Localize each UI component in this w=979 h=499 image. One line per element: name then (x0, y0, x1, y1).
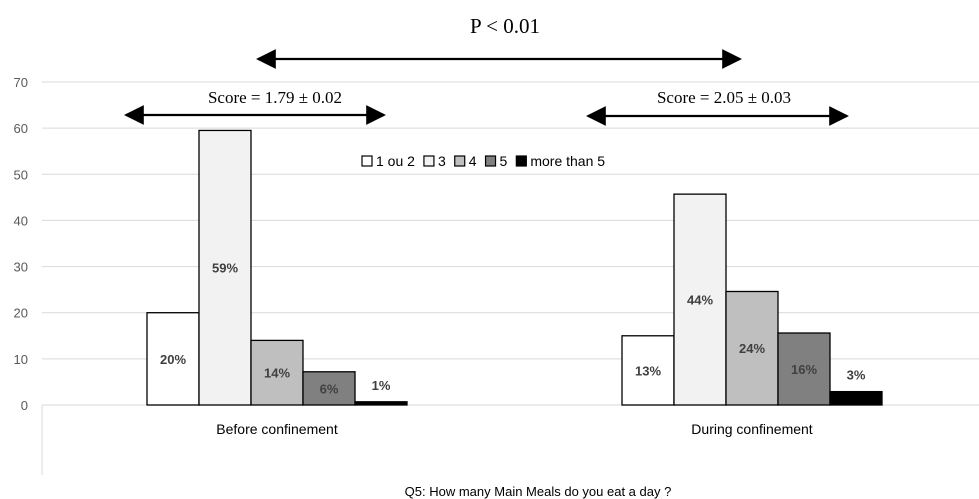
y-tick-label: 60 (14, 121, 28, 136)
legend-swatch (361, 155, 373, 167)
data-label: 1% (372, 378, 391, 393)
legend-label: 1 ou 2 (376, 153, 415, 169)
bars: 20% 59% 14% 6% 1% 13% 44% 24% 16% 3% (146, 129, 883, 406)
y-tick-label: 70 (14, 75, 28, 90)
score-during-label: Score = 2.05 ± 0.03 (657, 88, 791, 107)
legend-label: more than 5 (530, 153, 605, 169)
legend-label: 5 (500, 153, 508, 169)
bar-during-confinement-series-2 (673, 193, 727, 406)
data-label: 24% (739, 341, 765, 356)
bar-before-confinement-series-4 (302, 371, 356, 406)
legend-label: 4 (469, 153, 477, 169)
data-label: 16% (791, 362, 817, 377)
category-label: Before confinement (216, 421, 338, 437)
data-label: 44% (687, 293, 713, 308)
y-axis-ticks: 0 10 20 30 40 50 60 70 (14, 75, 28, 413)
bar-before-confinement-series-2 (198, 129, 252, 406)
score-before-label: Score = 1.79 ± 0.02 (208, 88, 342, 107)
data-label: 59% (212, 261, 238, 276)
legend-swatch (423, 155, 435, 167)
x-axis-title: Q5: How many Main Meals do you eat a day… (405, 484, 672, 499)
y-tick-label: 0 (21, 398, 28, 413)
data-label: 13% (635, 363, 661, 378)
y-tick-label: 20 (14, 306, 28, 321)
legend-label: 3 (438, 153, 446, 169)
bar-during-confinement-series-3 (725, 290, 779, 406)
category-labels: Before confinement During confinement (216, 421, 813, 437)
data-label: 14% (264, 366, 290, 381)
p-value-label: P < 0.01 (470, 14, 540, 38)
legend-swatch (515, 155, 527, 167)
legend-swatch (484, 155, 497, 167)
bar-during-confinement-series-4 (777, 332, 831, 406)
y-tick-label: 30 (14, 260, 28, 275)
y-tick-label: 50 (14, 167, 28, 182)
y-tick-label: 10 (14, 352, 28, 367)
bar-during-confinement-series-1 (621, 335, 675, 406)
legend: 1 ou 2 3 4 5 more than 5 (361, 153, 605, 169)
bar-during-confinement-series-5 (829, 390, 883, 406)
data-label: 3% (847, 368, 866, 383)
category-label: During confinement (691, 421, 813, 437)
bar-before-confinement-series-3 (250, 339, 304, 406)
data-label: 6% (320, 381, 339, 396)
legend-swatch (454, 155, 466, 167)
y-tick-label: 40 (14, 213, 28, 228)
data-label: 20% (160, 352, 186, 367)
bar-before-confinement-series-5 (354, 401, 408, 406)
